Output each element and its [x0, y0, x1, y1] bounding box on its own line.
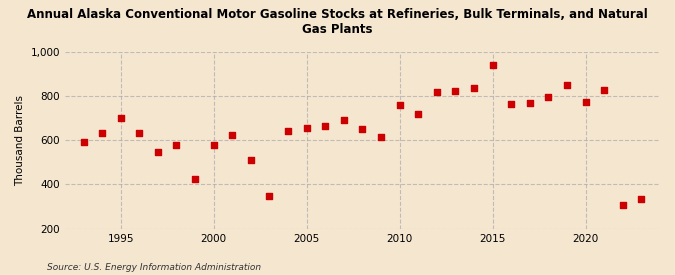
- Text: Source: U.S. Energy Information Administration: Source: U.S. Energy Information Administ…: [47, 263, 261, 272]
- Y-axis label: Thousand Barrels: Thousand Barrels: [15, 95, 25, 186]
- Point: [543, 95, 554, 100]
- Point: [506, 102, 516, 106]
- Point: [413, 112, 424, 117]
- Point: [599, 87, 610, 92]
- Point: [190, 177, 200, 181]
- Point: [134, 130, 144, 135]
- Point: [431, 90, 442, 94]
- Point: [283, 129, 294, 134]
- Point: [618, 203, 628, 208]
- Point: [580, 100, 591, 104]
- Point: [264, 193, 275, 198]
- Point: [562, 83, 572, 87]
- Point: [636, 197, 647, 201]
- Point: [376, 135, 387, 139]
- Point: [338, 118, 349, 123]
- Point: [246, 158, 256, 162]
- Point: [209, 143, 219, 147]
- Point: [227, 133, 238, 137]
- Point: [450, 89, 461, 93]
- Point: [320, 124, 331, 128]
- Point: [487, 63, 498, 67]
- Point: [153, 150, 163, 154]
- Point: [115, 116, 126, 120]
- Text: Annual Alaska Conventional Motor Gasoline Stocks at Refineries, Bulk Terminals, : Annual Alaska Conventional Motor Gasolin…: [27, 8, 648, 36]
- Point: [78, 140, 89, 144]
- Point: [524, 101, 535, 105]
- Point: [357, 127, 368, 131]
- Point: [301, 126, 312, 130]
- Point: [468, 86, 479, 91]
- Point: [394, 102, 405, 107]
- Point: [97, 130, 107, 135]
- Point: [171, 142, 182, 147]
